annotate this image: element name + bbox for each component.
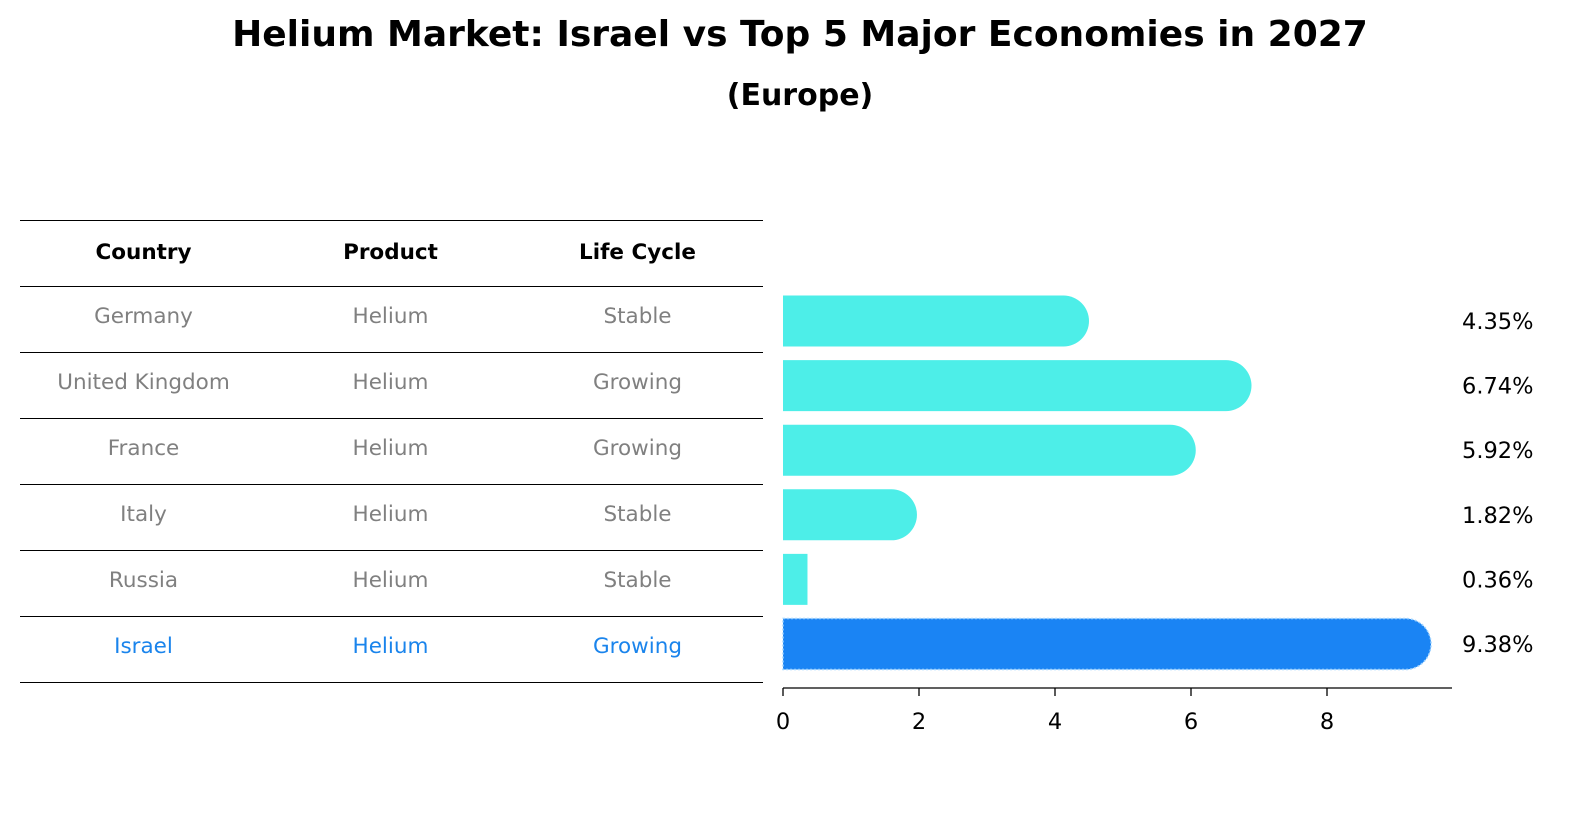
bar-italy [783,489,917,541]
table-rule [20,286,763,287]
table-cell: Helium [352,502,429,527]
table-rule [20,484,763,485]
table-rule [20,220,763,221]
table-rule [20,352,763,353]
bar-israel [782,617,1432,671]
bar-germany [783,295,1089,347]
bar-france [783,424,1196,476]
table-cell: Growing [592,370,682,395]
table-cell: Helium [352,634,429,659]
bar-value-label: 9.38% [1462,632,1533,658]
table-rule [20,550,763,551]
table-header-cell: Product [343,240,438,265]
table-cell: Stable [603,502,672,527]
chart-subtitle: (Europe) [726,78,874,113]
table-cell: Stable [603,568,672,593]
table-header-cell: Life Cycle [579,240,696,265]
table-cell: Helium [352,304,429,329]
bar-russia [783,553,808,605]
bar-value-label: 5.92% [1462,438,1533,464]
table-cell: Growing [592,436,682,461]
x-tick-label: 6 [1184,709,1198,735]
table-cell: Russia [108,568,179,593]
table-cell: Growing [592,634,682,659]
table-rule [20,616,763,617]
bar-value-label: 4.35% [1462,309,1533,335]
x-tick-label: 8 [1320,709,1334,735]
bar-value-label: 1.82% [1462,503,1533,529]
table-rule [20,418,763,419]
table-cell: Germany [94,304,193,329]
table-cell: United Kingdom [57,370,230,395]
table-header-cell: Country [95,240,192,265]
table-cell: France [107,436,180,461]
table-rule [20,682,763,683]
table-cell: Stable [603,304,672,329]
chart-title: Helium Market: Israel vs Top 5 Major Eco… [232,14,1368,55]
x-tick-label: 2 [912,709,926,735]
bar-value-label: 0.36% [1462,567,1533,593]
x-tick-label: 4 [1048,709,1062,735]
table-cell: Israel [114,634,173,659]
table-cell: Helium [352,568,429,593]
table-cell: Helium [352,436,429,461]
table-cell: Italy [120,502,167,527]
table-cell: Helium [352,370,429,395]
bar-value-label: 6.74% [1462,374,1533,400]
x-tick-label: 0 [776,709,790,735]
bar-united-kingdom [783,360,1252,412]
